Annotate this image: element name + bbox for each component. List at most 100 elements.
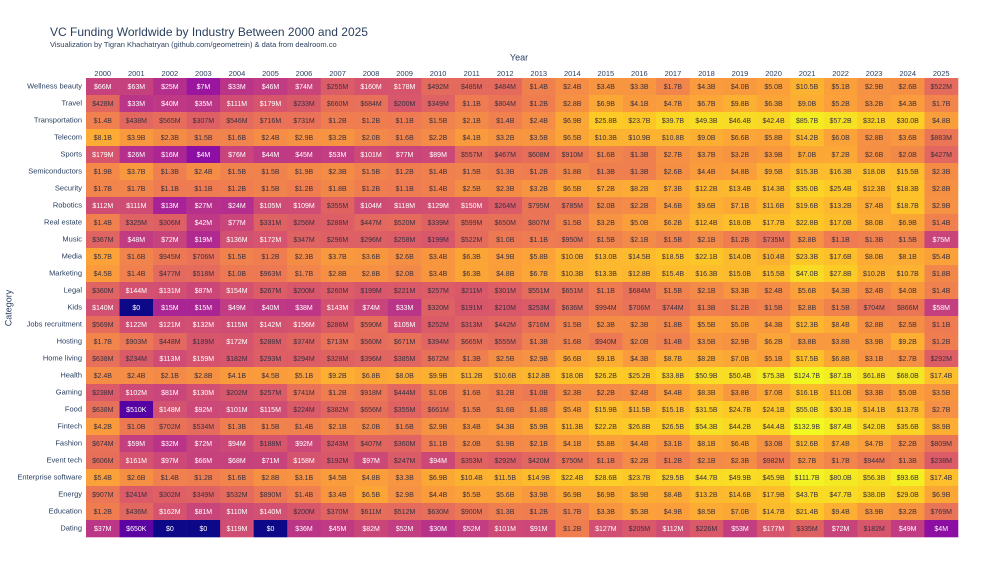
heatmap-cell xyxy=(421,503,456,521)
cell-label: $10.0B xyxy=(561,254,584,261)
cell-label: $1.6B xyxy=(395,135,414,142)
heatmap-cell xyxy=(924,401,959,419)
heatmap-cell xyxy=(186,520,221,538)
cell-label: $3.1B xyxy=(295,475,314,482)
heatmap-cell xyxy=(522,384,556,402)
heatmap-cell xyxy=(488,265,523,283)
heatmap-cell xyxy=(454,384,489,402)
cell-label: $3.3B xyxy=(731,288,750,295)
cell-label: $38.0B xyxy=(863,492,886,499)
cell-label: $5.7B xyxy=(94,254,113,261)
heatmap-cell xyxy=(320,384,355,402)
chart-title: VC Funding Worldwide by Industry Between… xyxy=(50,25,368,39)
cell-label: $4.1B xyxy=(463,135,482,142)
cell-label: $1.5B xyxy=(261,186,280,193)
cell-label: $37M xyxy=(94,526,112,533)
heatmap-cell xyxy=(522,248,556,266)
heatmap-cell xyxy=(689,401,724,419)
cell-label: $2.0B xyxy=(395,271,414,278)
heatmap-cell xyxy=(320,248,355,266)
heatmap-cell xyxy=(924,469,959,487)
cell-label: $438M xyxy=(126,118,148,125)
cell-label: $2.9B xyxy=(429,424,448,431)
heatmap-cell xyxy=(555,78,590,96)
cell-label: $87.1B xyxy=(830,373,853,380)
x-tick-label: 2022 xyxy=(832,69,849,78)
heatmap-cell xyxy=(320,316,355,334)
cell-label: $247M xyxy=(394,458,416,465)
heatmap-cell xyxy=(522,435,556,453)
cell-label: $6.5B xyxy=(563,135,582,142)
heatmap-cell xyxy=(857,112,892,130)
cell-label: $76M xyxy=(228,152,246,159)
cell-label: $38M xyxy=(295,305,313,312)
cell-label: $53M xyxy=(731,526,749,533)
cell-label: $2.0B xyxy=(630,339,649,346)
cell-label: $50.9B xyxy=(695,373,718,380)
cell-label: $296M xyxy=(327,237,349,244)
heatmap-cell xyxy=(622,401,657,419)
cell-label: $7.0B xyxy=(731,356,750,363)
heatmap-cell xyxy=(924,350,959,368)
cell-label: $6.6B xyxy=(731,135,750,142)
cell-label: $636M xyxy=(562,305,584,312)
cell-label: $118M xyxy=(394,203,415,210)
heatmap-cell xyxy=(454,486,489,504)
cell-label: $651M xyxy=(562,288,584,295)
heatmap-cell xyxy=(421,384,456,402)
heatmap-cell xyxy=(589,503,623,521)
heatmap-cell xyxy=(823,282,858,300)
heatmap-cell xyxy=(790,401,825,419)
heatmap-cell xyxy=(354,282,389,300)
heatmap-cell xyxy=(823,163,858,181)
cell-label: $2.4B xyxy=(563,84,582,91)
heatmap-cell xyxy=(421,197,456,215)
cell-label: $12.8B xyxy=(628,271,651,278)
heatmap-cell xyxy=(488,452,523,470)
heatmap-cell xyxy=(823,520,858,538)
heatmap-cell xyxy=(287,333,322,351)
cell-label: $18.0B xyxy=(729,220,752,227)
cell-label: $1.5B xyxy=(228,254,247,261)
cell-label: $4.3B xyxy=(764,322,783,329)
heatmap-cell xyxy=(287,418,322,436)
cell-label: $1.2B xyxy=(328,118,347,125)
heatmap-cell xyxy=(790,299,825,317)
cell-label: $74M xyxy=(362,305,380,312)
cell-label: $1.8B xyxy=(530,407,549,414)
heatmap-cell xyxy=(857,299,892,317)
cell-label: $238M xyxy=(931,458,953,465)
heatmap-cell xyxy=(421,214,456,232)
heatmap-cell xyxy=(220,503,254,521)
heatmap-cell xyxy=(186,146,221,164)
cell-label: $17.5B xyxy=(796,356,819,363)
cell-label: $2.7B xyxy=(932,407,951,414)
cell-label: $1.4B xyxy=(295,424,314,431)
cell-label: $14.7B xyxy=(762,509,785,516)
cell-label: $87.4B xyxy=(830,424,853,431)
cell-label: $4.8B xyxy=(496,271,515,278)
heatmap-cell xyxy=(119,78,154,96)
heatmap-cell xyxy=(253,418,288,436)
heatmap-cell xyxy=(589,299,623,317)
heatmap-cell xyxy=(186,231,221,249)
x-tick-label: 2002 xyxy=(162,69,179,78)
cell-label: $1.1B xyxy=(530,237,549,244)
cell-label: $243M xyxy=(327,441,349,448)
cell-label: $6.3B xyxy=(764,101,783,108)
cell-label: $8.2B xyxy=(630,186,649,193)
cell-label: $1.1B xyxy=(463,101,482,108)
heatmap-cell xyxy=(253,146,288,164)
x-tick-label: 2009 xyxy=(396,69,413,78)
heatmap-cell xyxy=(354,384,389,402)
cell-label: $15.5B xyxy=(897,169,920,176)
y-tick-label: Travel xyxy=(61,98,82,107)
cell-label: $3.3B xyxy=(597,509,616,516)
cell-label: $52M xyxy=(463,526,481,533)
heatmap-cell xyxy=(555,129,590,147)
heatmap-cell xyxy=(589,129,623,147)
heatmap-cell xyxy=(287,401,322,419)
heatmap-cell xyxy=(790,146,825,164)
cell-label: $127M xyxy=(595,526,617,533)
heatmap-cell xyxy=(287,180,322,198)
